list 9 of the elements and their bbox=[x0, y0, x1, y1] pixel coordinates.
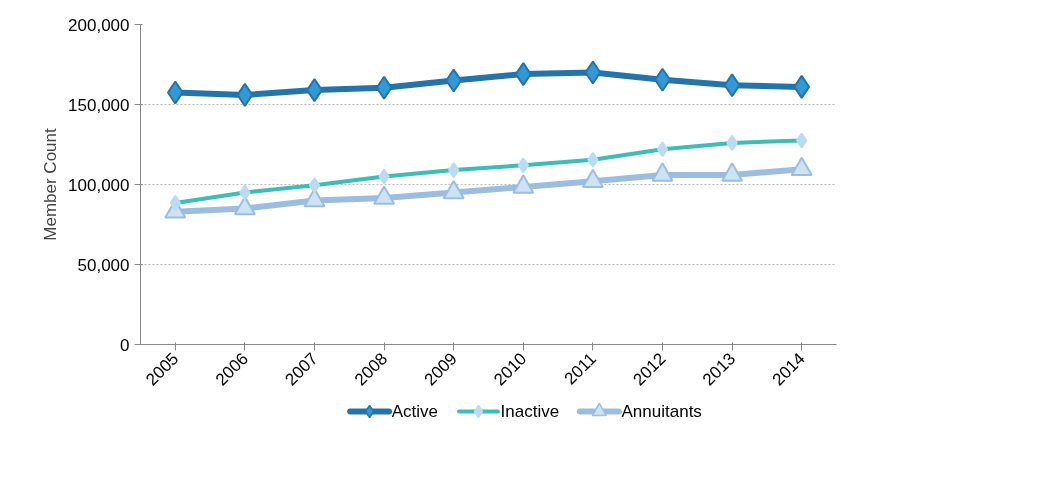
y-tick-label: 0 bbox=[120, 335, 130, 355]
legend-label: Active bbox=[391, 402, 439, 421]
y-tick-label: 100,000 bbox=[68, 175, 130, 195]
y-tick-label: 50,000 bbox=[77, 255, 130, 275]
y-axis-title: Member Count bbox=[41, 128, 61, 241]
y-tick-label: 150,000 bbox=[68, 95, 130, 115]
y-tick-label: 200,000 bbox=[68, 15, 130, 35]
legend-label: Inactive bbox=[500, 402, 560, 421]
legend-label: Annuitants bbox=[621, 402, 702, 421]
